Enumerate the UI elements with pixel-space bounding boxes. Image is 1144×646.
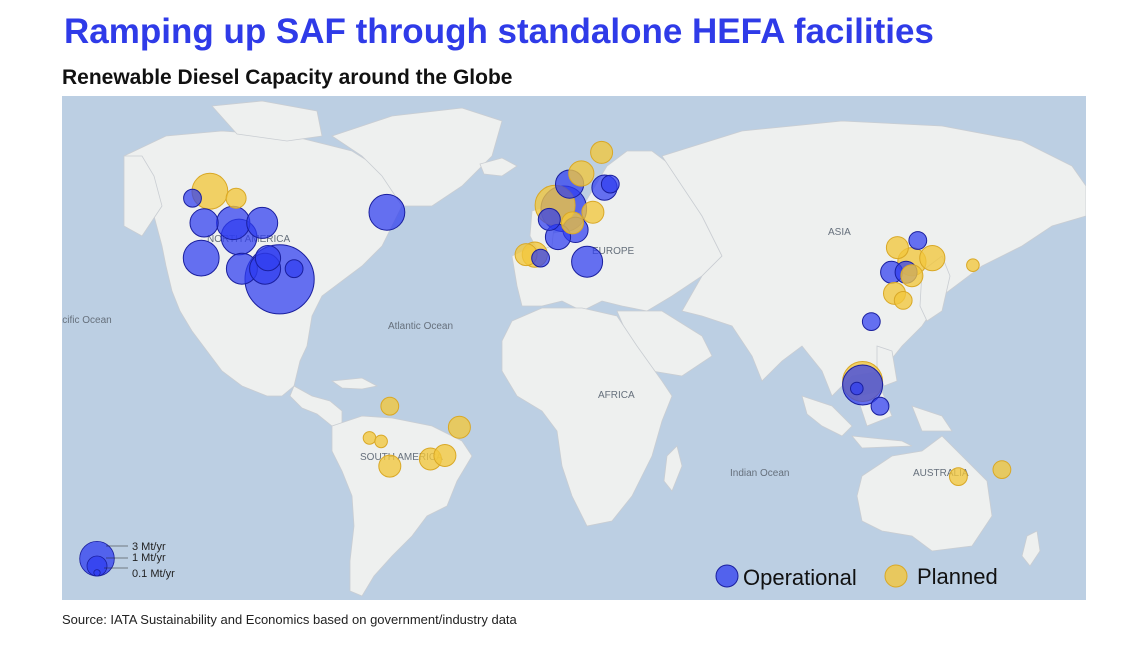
alaska-landmass	[123, 155, 163, 237]
size-legend: 3 Mt/yr 1 Mt/yr 0.1 Mt/yr	[79, 541, 175, 580]
operational-facility-bubble	[531, 248, 551, 268]
size-legend-label-1: 1 Mt/yr	[132, 552, 166, 564]
region-label-africa: AFRICA	[598, 390, 635, 401]
ocean-label-pacific: Pacific Ocean	[62, 315, 112, 326]
planned-facility-bubble	[378, 454, 402, 478]
planned-facility-bubble	[362, 431, 377, 445]
operational-legend-label: Operational	[743, 565, 857, 590]
slide-title: Ramping up SAF through standalone HEFA f…	[64, 12, 934, 51]
new-zealand-landmass	[1021, 530, 1041, 567]
planned-facility-bubble	[893, 291, 913, 310]
operational-facility-bubble	[189, 208, 219, 238]
planned-facility-bubble	[590, 140, 614, 164]
operational-facility-bubble	[254, 245, 282, 272]
planned-facility-bubble	[447, 415, 471, 439]
australia-landmass	[856, 435, 993, 552]
operational-facility-bubble	[216, 205, 251, 241]
planned-facility-bubble	[380, 396, 400, 416]
operational-facility-bubble	[571, 245, 604, 278]
planned-facility-bubble	[581, 200, 605, 224]
operational-facility-bubble	[850, 381, 864, 396]
size-legend-label-0-1: 0.1 Mt/yr	[132, 568, 175, 580]
operational-facility-bubble	[246, 206, 279, 239]
planned-facility-bubble	[374, 434, 388, 449]
operational-facility-bubble	[600, 174, 620, 194]
size-legend-circle-small	[93, 569, 101, 577]
region-label-south-america: SOUTH AMERICA	[360, 452, 443, 463]
region-label-australia: AUSTRALIA	[913, 468, 969, 479]
operational-legend-marker	[715, 564, 739, 588]
planned-facility-bubble	[992, 460, 1012, 480]
planned-facility-bubble	[561, 211, 584, 235]
operational-facility-bubble	[183, 188, 202, 208]
iceland-landmass	[479, 157, 518, 177]
operational-facility-bubble	[284, 259, 304, 279]
planned-facility-bubble	[966, 258, 980, 272]
operational-facility-bubble	[870, 396, 890, 416]
planned-facility-bubble	[885, 236, 909, 260]
facility-bubbles	[182, 140, 1012, 487]
planned-facility-bubble	[433, 444, 457, 467]
operational-facility-bubble	[182, 239, 220, 277]
planned-facility-bubble	[225, 187, 247, 209]
planned-legend-label: Planned	[917, 564, 998, 589]
status-legend: Operational Planned	[715, 564, 998, 590]
operational-facility-bubble	[368, 193, 406, 231]
arctic-islands-landmass	[211, 100, 323, 142]
madagascar-landmass	[663, 445, 683, 492]
operational-facility-bubble	[537, 207, 561, 231]
africa-landmass	[501, 307, 673, 527]
indonesia-landmass	[801, 390, 953, 449]
planned-facility-bubble	[900, 264, 924, 288]
planned-facility-bubble	[568, 160, 595, 187]
planned-legend-marker	[884, 564, 908, 588]
region-label-europe: EUROPE	[592, 246, 635, 257]
region-label-asia: ASIA	[828, 227, 851, 238]
map-subtitle: Renewable Diesel Capacity around the Glo…	[62, 66, 513, 89]
source-note: Source: IATA Sustainability and Economic…	[62, 612, 517, 627]
operational-facility-bubble	[908, 231, 928, 250]
ocean-label-atlantic: Atlantic Ocean	[388, 321, 453, 332]
ocean-label-indian: Indian Ocean	[730, 468, 790, 479]
planned-facility-bubble	[949, 467, 968, 487]
world-map: Pacific Ocean Atlantic Ocean Indian Ocea…	[62, 96, 1086, 600]
size-legend-label-3: 3 Mt/yr	[132, 541, 166, 553]
greenland-landmass	[331, 107, 503, 207]
operational-facility-bubble	[861, 312, 881, 332]
planned-facility-bubble	[919, 245, 946, 272]
caribbean-landmass	[330, 377, 379, 390]
